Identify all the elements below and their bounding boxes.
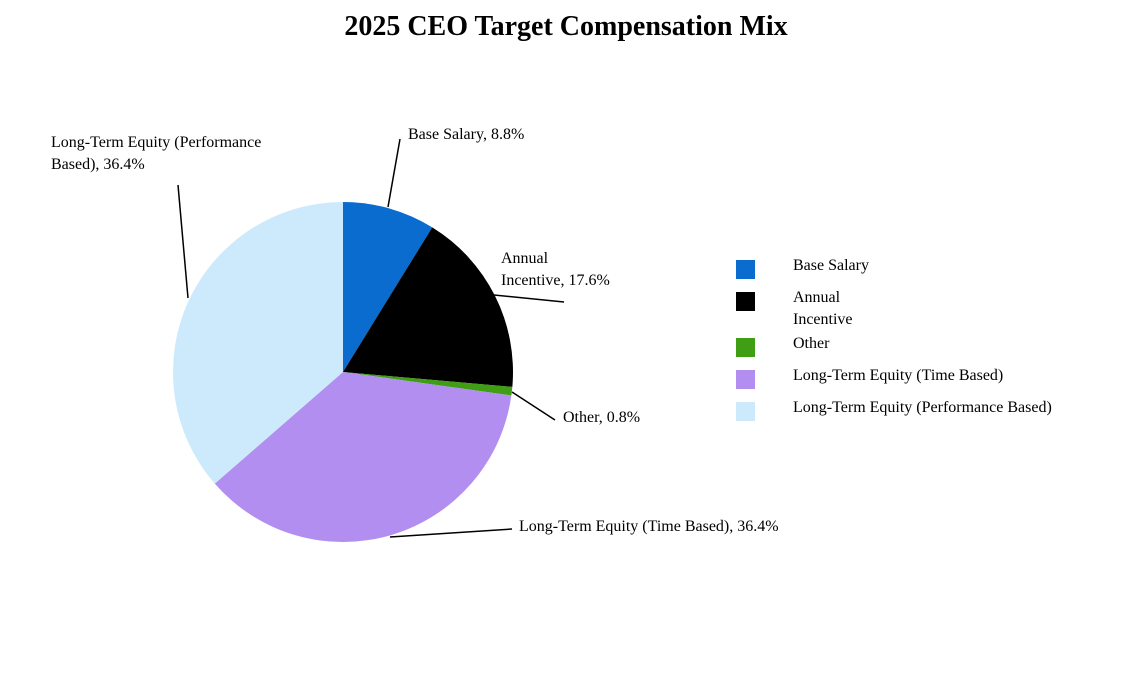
legend-label: Long-Term Equity (Time Based) [793, 367, 1004, 384]
legend-item-other: Other [736, 335, 829, 357]
callout-label-other: Other, 0.8% [563, 409, 641, 426]
pie-slice-long-term-equity-time-based- [214, 372, 512, 542]
leader-line-performance-based [177, 184, 189, 299]
pie-slice-other [343, 372, 513, 396]
legend-swatch-performance-based [736, 402, 755, 421]
leader-lines-group [177, 138, 565, 538]
legend-label: Base Salary [793, 257, 869, 274]
legend-swatch-base-salary [736, 260, 755, 279]
legend-swatch-annual-incentive [736, 292, 755, 311]
pie-slice-long-term-equity-performance-based- [173, 202, 343, 484]
legend-label: Long-Term Equity (Performance Based) [793, 399, 1052, 416]
legend-item-base-salary: Base Salary [736, 257, 869, 279]
leader-line-base-salary [387, 138, 401, 208]
leader-line-other [511, 391, 556, 421]
legend-swatch-other [736, 338, 755, 357]
pie-slices-group [173, 202, 513, 542]
leader-line-time-based [389, 528, 513, 538]
leader-line-annual-incentive [493, 294, 565, 303]
legend-item-performance-based: Long-Term Equity (Performance Based) [736, 399, 1052, 421]
callout-label-annual-incentive: Annual Incentive, 17.6% [501, 250, 610, 289]
legend-item-annual-incentive: Annual Incentive [736, 289, 853, 331]
legend-swatch-time-based [736, 370, 755, 389]
chart-title: 2025 CEO Target Compensation Mix [344, 11, 788, 42]
legend-label: Other [793, 335, 830, 352]
callout-label-base-salary: Base Salary, 8.8% [408, 126, 525, 143]
pie-slice-annual-incentive [343, 227, 513, 387]
legend-label: Annual Incentive [793, 289, 853, 328]
legend-item-time-based: Long-Term Equity (Time Based) [736, 367, 1003, 389]
callout-label-time-based: Long-Term Equity (Time Based), 36.4% [519, 518, 779, 535]
pie-slice-base-salary [343, 202, 433, 372]
callout-label-performance-based: Long-Term Equity (Performance Based), 36… [51, 134, 262, 173]
